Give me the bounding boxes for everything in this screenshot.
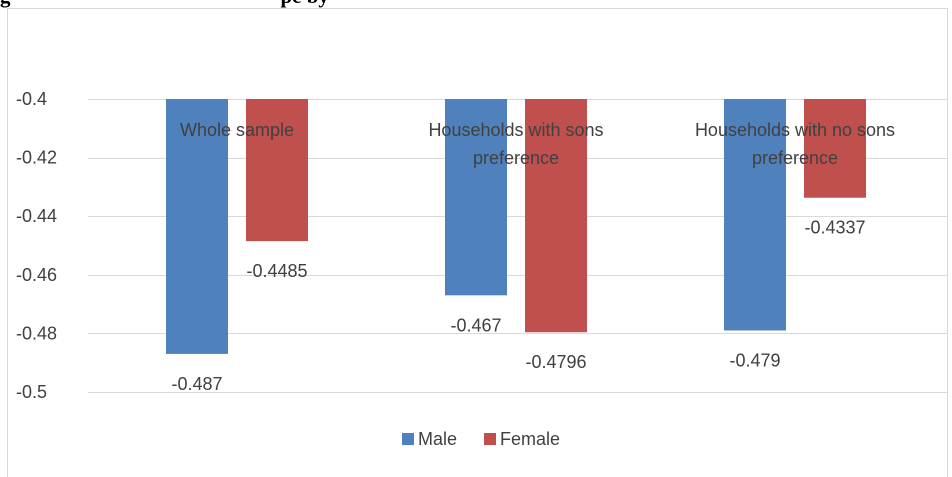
category-label: Households with no sons preference	[695, 120, 895, 168]
category-labels: Whole sample Households with sons preferen…	[180, 120, 895, 168]
data-label-male: -0.487	[171, 374, 222, 394]
legend-label-male: Male	[418, 429, 457, 449]
data-label-female: -0.4337	[804, 218, 865, 238]
data-labels: -0.487 -0.467 -0.479 -0.4485 -0.4796 -0.4337	[171, 218, 865, 394]
bar-male	[166, 99, 228, 354]
y-tick-label: -0.48	[16, 323, 57, 343]
data-label-male: -0.467	[450, 315, 501, 335]
category-label: Households with sons preference	[428, 120, 603, 168]
bar-female	[525, 99, 587, 333]
legend-label-female: Female	[500, 429, 560, 449]
figure-heading-prefix: g	[0, 0, 11, 8]
legend-swatch-female	[484, 433, 496, 445]
legend: Male Female	[402, 429, 560, 449]
category-label: Whole sample	[180, 120, 294, 140]
bar-female	[804, 99, 866, 198]
bar-female	[246, 99, 308, 242]
data-label-male: -0.479	[729, 350, 780, 370]
y-tick-label: -0.44	[16, 206, 57, 226]
y-tick-label: -0.42	[16, 148, 57, 168]
y-tick-label: -0.46	[16, 265, 57, 285]
y-tick-label: -0.5	[16, 382, 47, 402]
bar-male	[724, 99, 786, 331]
legend-swatch-male	[402, 433, 414, 445]
bar-male	[445, 99, 507, 296]
data-label-female: -0.4485	[246, 261, 307, 281]
y-axis-tick-labels: -0.4 -0.42 -0.44 -0.46 -0.48 -0.5	[16, 89, 57, 402]
figure-heading: g pe by	[0, 0, 329, 8]
bars	[166, 99, 866, 354]
y-tick-label: -0.4	[16, 89, 47, 109]
data-label-female: -0.4796	[525, 352, 586, 372]
figure-heading-suffix: pe by	[281, 0, 329, 8]
